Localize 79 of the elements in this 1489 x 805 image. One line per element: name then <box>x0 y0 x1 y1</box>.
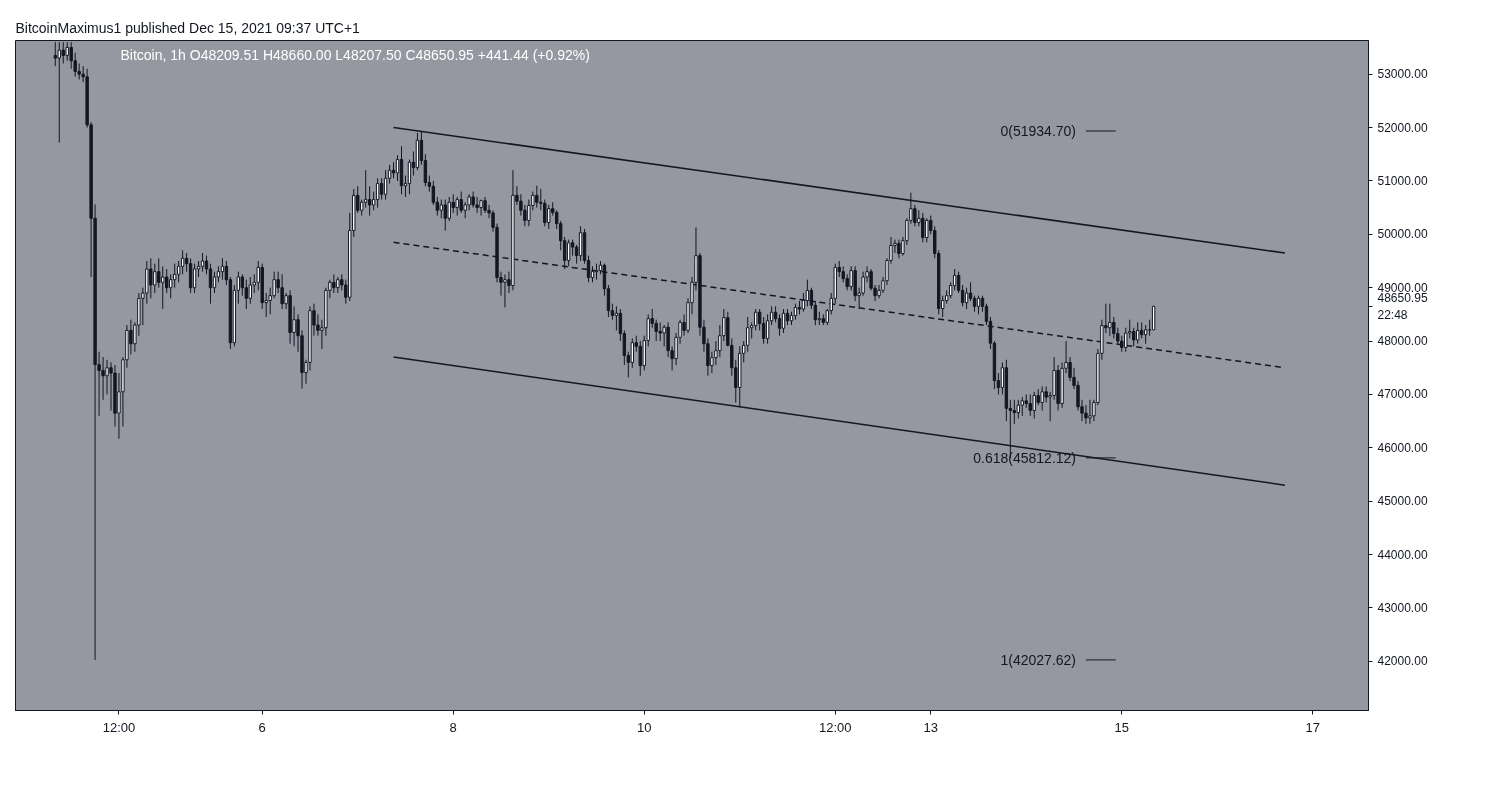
y-tick-label: 45000.00 <box>1377 494 1428 509</box>
x-tick-label: 17 <box>1305 719 1321 735</box>
candlestick <box>761 316 766 345</box>
candlestick <box>503 273 507 308</box>
candlestick <box>459 191 463 214</box>
candlestick <box>1032 391 1036 419</box>
candlestick <box>439 199 443 219</box>
candlestick <box>248 276 252 305</box>
candlestick <box>161 265 165 310</box>
candlestick <box>280 273 284 310</box>
candlestick <box>443 199 447 232</box>
candlestick <box>658 321 662 342</box>
ref-line-label: 0(51934.70) <box>1000 123 1077 140</box>
candlestick <box>172 263 177 289</box>
candlestick <box>1028 393 1032 417</box>
candlestick <box>180 249 185 275</box>
candlestick <box>662 324 666 347</box>
candlestick <box>921 212 925 243</box>
x-tick-label: 13 <box>923 719 938 735</box>
candlestick <box>240 273 245 297</box>
candlestick <box>547 204 551 230</box>
candlestick <box>614 305 619 331</box>
y-tick-label: 51000.00 <box>1377 173 1428 188</box>
y-tick-label: 43000.00 <box>1377 601 1428 615</box>
ref-line-label: 1(42027.62) <box>1000 651 1077 668</box>
y-tick-label: 50000.00 <box>1377 227 1428 242</box>
candlestick <box>475 196 479 214</box>
y-tick-label: 48000.00 <box>1377 334 1428 349</box>
candlestick <box>192 263 197 294</box>
x-tick-label: 6 <box>258 719 266 735</box>
chart-title: BitcoinMaximus1 published Dec 15, 2021 09:37 UTC+1 <box>15 19 361 36</box>
candlestick <box>897 239 901 259</box>
candlestick <box>1040 385 1044 411</box>
y-tick-label: 52000.00 <box>1377 120 1428 135</box>
candlestick <box>332 273 336 294</box>
candlestick <box>1136 321 1140 345</box>
x-tick-label: 12:00 <box>102 719 136 735</box>
x-tick-label: 10 <box>637 719 652 735</box>
candlestick <box>149 257 153 299</box>
x-tick-label: 12:00 <box>818 719 852 735</box>
candlestick <box>212 271 217 294</box>
candlestick <box>200 252 205 273</box>
candlestick <box>165 268 169 294</box>
y-tick-label: 47000.00 <box>1377 387 1428 402</box>
candlestick <box>1132 327 1136 347</box>
candlestick <box>535 185 539 209</box>
x-tick-label: 15 <box>1114 719 1130 735</box>
candlestick <box>176 260 181 283</box>
candlestick <box>746 316 750 353</box>
candlestick <box>765 313 770 345</box>
candlestick <box>1143 324 1148 345</box>
y-tick-label: 42000.00 <box>1377 654 1428 669</box>
candlestick <box>801 292 806 313</box>
candlestick <box>578 225 583 262</box>
y-tick-label: 46000.00 <box>1377 440 1428 455</box>
candlestick <box>777 313 782 337</box>
candlestick <box>1020 396 1024 417</box>
candlestick <box>379 177 384 201</box>
candlestick <box>1108 303 1112 337</box>
candlestick <box>367 185 372 217</box>
candlestick <box>479 199 483 217</box>
candlestick <box>220 257 225 281</box>
candlestick <box>1151 305 1156 331</box>
y-tick-label: 44000.00 <box>1377 547 1428 562</box>
candlestick <box>208 263 213 305</box>
ref-line-label: 0.618(45812.12) <box>973 449 1077 466</box>
candlestick <box>543 199 547 227</box>
annotation: Bitcoin, 1h O48209.51 H48660.00 L48207.50 C48650.95 +441.44 (+0.92%) <box>120 46 590 63</box>
x-tick-label: 8 <box>449 719 457 735</box>
candlestick <box>638 340 642 377</box>
candlestick <box>1088 399 1092 425</box>
candlestick <box>566 239 571 267</box>
candlestick <box>753 308 758 331</box>
y-tick-label: 53000.00 <box>1377 67 1428 82</box>
candlestick <box>1084 404 1088 425</box>
candlestick <box>925 217 929 243</box>
candlestick <box>964 287 969 310</box>
candlestick <box>455 196 459 217</box>
candlestick <box>363 169 368 209</box>
